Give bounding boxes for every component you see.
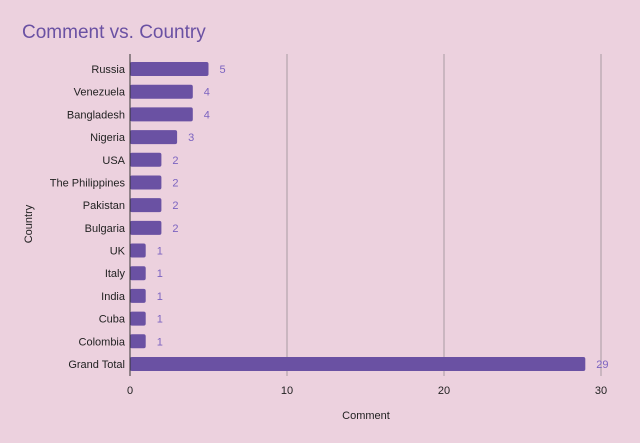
category-label: Russia <box>91 64 126 76</box>
data-label: 4 <box>204 109 210 121</box>
x-tick-label: 10 <box>281 385 293 397</box>
data-label: 4 <box>204 87 210 99</box>
data-label: 2 <box>172 200 178 212</box>
bar <box>130 243 146 258</box>
bar <box>130 130 178 145</box>
y-axis-title: Country <box>23 204 35 243</box>
bar <box>130 62 209 76</box>
chart-title: Comment vs. Country <box>22 22 206 43</box>
data-label: 1 <box>157 314 163 326</box>
data-label: 5 <box>220 64 226 76</box>
category-label: Pakistan <box>83 200 125 212</box>
bar <box>130 311 146 326</box>
data-label: 1 <box>157 291 163 303</box>
data-label: 3 <box>188 132 194 144</box>
x-tick-label: 20 <box>438 385 450 397</box>
bar <box>130 175 162 190</box>
bar <box>130 288 146 303</box>
category-label: UK <box>110 246 126 258</box>
data-label: 1 <box>157 336 163 348</box>
x-tick-label: 30 <box>595 385 607 397</box>
bar <box>130 198 162 213</box>
bar <box>130 107 193 122</box>
category-label: Bangladesh <box>67 109 125 121</box>
data-label: 29 <box>596 359 608 371</box>
bar <box>130 84 193 99</box>
bar <box>130 334 146 349</box>
data-label: 1 <box>157 246 163 258</box>
x-tick-labels: 0 10 20 30 <box>127 385 607 397</box>
gridlines <box>286 54 602 376</box>
category-labels: Russia Venezuela Bangladesh Nigeria USA The P… <box>50 64 126 371</box>
bars <box>130 62 586 371</box>
bar <box>130 220 162 235</box>
category-label: Nigeria <box>90 132 126 144</box>
category-label: Italy <box>105 268 126 280</box>
bar <box>130 266 146 281</box>
data-label: 2 <box>172 223 178 235</box>
category-label: Colombia <box>79 336 126 348</box>
bar <box>130 356 586 371</box>
bar <box>130 152 162 167</box>
category-label: India <box>101 291 126 303</box>
data-label: 1 <box>157 268 163 280</box>
category-label: Grand Total <box>68 359 125 371</box>
category-label: The Philippines <box>50 177 126 189</box>
data-label: 2 <box>172 177 178 189</box>
category-label: USA <box>102 155 125 167</box>
x-tick-label: 0 <box>127 385 133 397</box>
category-label: Bulgaria <box>85 223 126 235</box>
category-label: Venezuela <box>74 87 126 99</box>
x-axis-title: Comment <box>342 410 390 422</box>
category-label: Cuba <box>99 314 126 326</box>
data-label: 2 <box>172 155 178 167</box>
